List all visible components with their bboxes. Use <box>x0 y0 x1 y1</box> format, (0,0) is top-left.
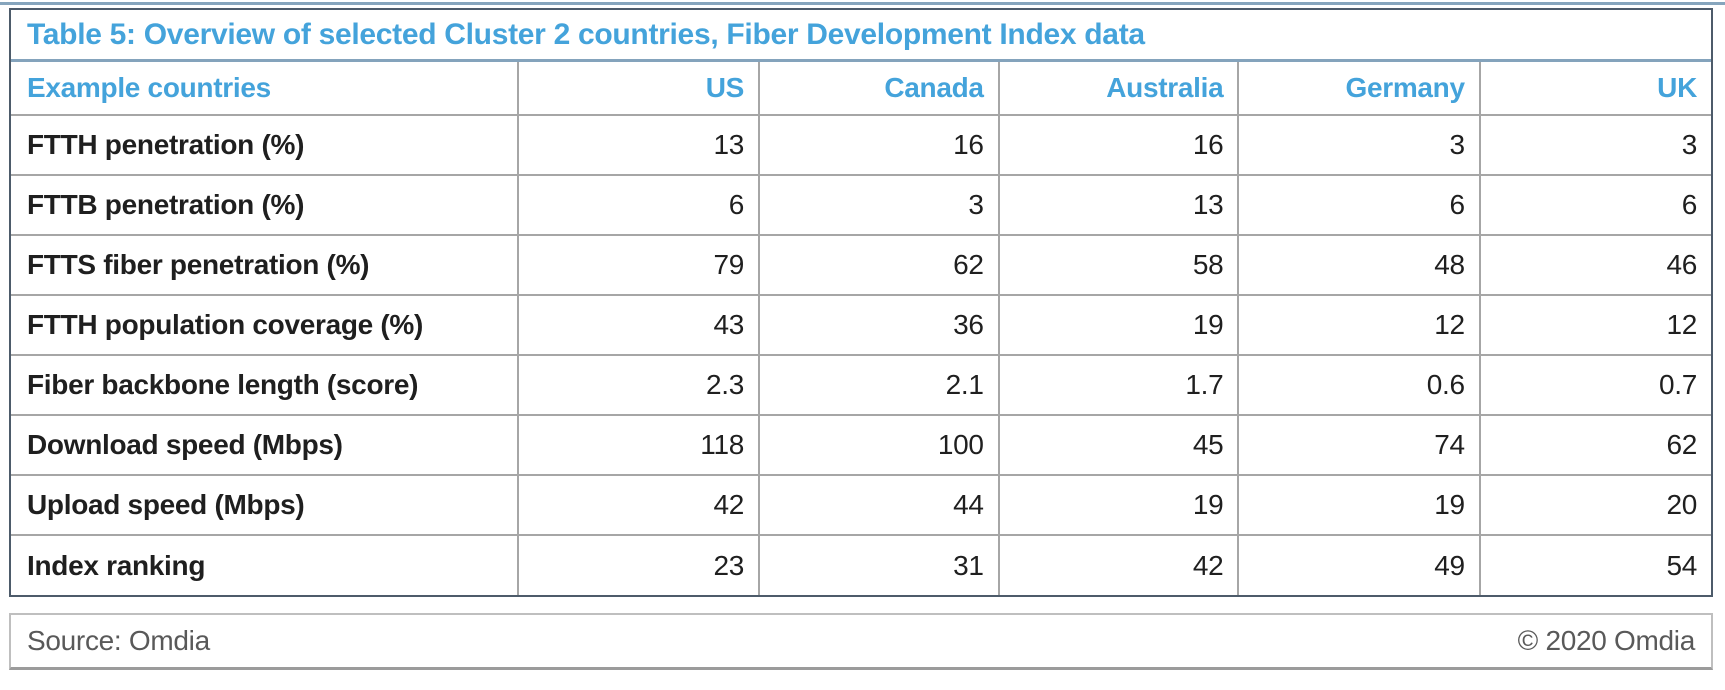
table-cell: 48 <box>1238 235 1481 296</box>
table-row-fttb-penetration: FTTB penetration (%) 6 3 13 6 6 <box>11 175 1711 236</box>
table-cell: 19 <box>998 295 1240 356</box>
table-cell: 16 <box>998 115 1240 176</box>
table-cell: 19 <box>998 475 1240 536</box>
table-cell: 2.1 <box>759 355 1000 416</box>
table-cell: 12 <box>1479 295 1711 356</box>
data-table: Example countries US Canada Australia Ge… <box>11 62 1711 595</box>
table-cell: 44 <box>759 475 1000 536</box>
table-cell: 6 <box>1238 175 1481 236</box>
table-cell: 74 <box>1238 415 1481 476</box>
table-cell: 42 <box>517 475 761 536</box>
table-cell: 12 <box>1238 295 1481 356</box>
table-row-ftth-population-coverage: FTTH population coverage (%) 43 36 19 12… <box>11 295 1711 356</box>
table-cell: 36 <box>759 295 1000 356</box>
table-cell: 13 <box>517 115 761 176</box>
table-cell: 58 <box>998 235 1240 296</box>
table-cell: 23 <box>517 535 761 595</box>
column-header-canada: Canada <box>759 62 1000 116</box>
table-cell: 0.7 <box>1479 355 1711 416</box>
table-cell: 100 <box>759 415 1000 476</box>
column-header-germany: Germany <box>1238 62 1481 116</box>
column-header-uk: UK <box>1479 62 1711 116</box>
table-cell: 49 <box>1238 535 1481 595</box>
table-row-ftts-fiber-penetration: FTTS fiber penetration (%) 79 62 58 48 4… <box>11 235 1711 296</box>
column-header-us: US <box>517 62 761 116</box>
table-cell: 6 <box>517 175 761 236</box>
top-divider-line <box>0 2 1725 5</box>
table-row-upload-speed: Upload speed (Mbps) 42 44 19 19 20 <box>11 475 1711 536</box>
row-label: FTTH population coverage (%) <box>11 295 519 356</box>
table-cell: 3 <box>759 175 1000 236</box>
table-cell: 42 <box>998 535 1240 595</box>
table-cell: 1.7 <box>998 355 1240 416</box>
table-cell: 118 <box>517 415 761 476</box>
table-row-ftth-penetration: FTTH penetration (%) 13 16 16 3 3 <box>11 115 1711 176</box>
table-cell: 13 <box>998 175 1240 236</box>
table-cell: 54 <box>1479 535 1711 595</box>
row-label: Fiber backbone length (score) <box>11 355 519 416</box>
table-cell: 31 <box>759 535 1000 595</box>
table-cell: 62 <box>759 235 1000 296</box>
table-footer: Source: Omdia © 2020 Omdia <box>9 613 1713 670</box>
table-row-index-ranking: Index ranking 23 31 42 49 54 <box>11 535 1711 595</box>
table-cell: 2.3 <box>517 355 761 416</box>
table-cell: 3 <box>1479 115 1711 176</box>
row-label: FTTB penetration (%) <box>11 175 519 236</box>
table-card: Table 5: Overview of selected Cluster 2 … <box>9 8 1713 597</box>
table-cell: 45 <box>998 415 1240 476</box>
table-cell: 20 <box>1479 475 1711 536</box>
table-cell: 6 <box>1479 175 1711 236</box>
table-cell: 79 <box>517 235 761 296</box>
column-header-example-countries: Example countries <box>11 62 519 116</box>
table-title: Table 5: Overview of selected Cluster 2 … <box>11 10 1711 62</box>
table-row-download-speed: Download speed (Mbps) 118 100 45 74 62 <box>11 415 1711 476</box>
row-label: Upload speed (Mbps) <box>11 475 519 536</box>
source-text: Source: Omdia <box>27 625 210 656</box>
row-label: Download speed (Mbps) <box>11 415 519 476</box>
table-cell: 16 <box>759 115 1000 176</box>
column-header-australia: Australia <box>998 62 1240 116</box>
table-cell: 46 <box>1479 235 1711 296</box>
row-label: FTTS fiber penetration (%) <box>11 235 519 296</box>
row-label: FTTH penetration (%) <box>11 115 519 176</box>
table-cell: 62 <box>1479 415 1711 476</box>
table-cell: 0.6 <box>1238 355 1481 416</box>
copyright-text: © 2020 Omdia <box>1517 625 1696 656</box>
table-cell: 19 <box>1238 475 1481 536</box>
table-row-fiber-backbone-length: Fiber backbone length (score) 2.3 2.1 1.… <box>11 355 1711 416</box>
table-header-row: Example countries US Canada Australia Ge… <box>11 62 1711 116</box>
table-cell: 43 <box>517 295 761 356</box>
table-cell: 3 <box>1238 115 1481 176</box>
row-label: Index ranking <box>11 535 519 595</box>
